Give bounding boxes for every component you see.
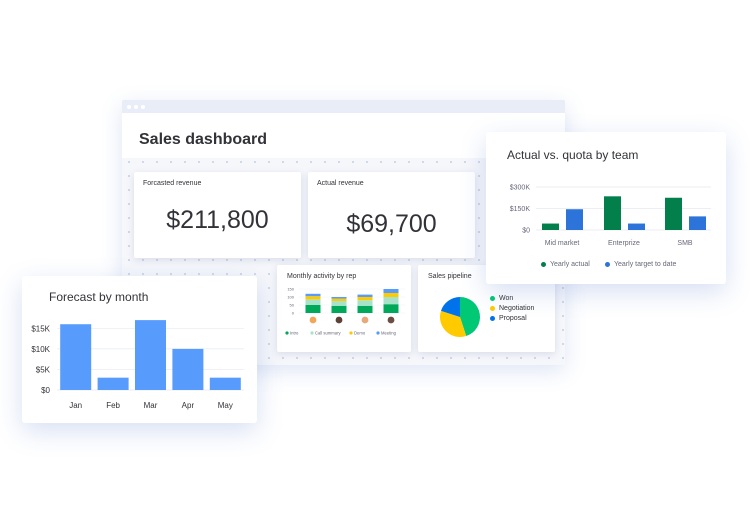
x-tick-label: May: [218, 401, 233, 410]
y-tick-label: $10K: [31, 345, 50, 354]
y-tick-label: $0: [41, 386, 50, 395]
legend-label: Call summary: [315, 331, 341, 336]
avatar: [387, 316, 395, 324]
legend-dot: [490, 316, 495, 321]
legend-label: Intro: [290, 331, 299, 336]
monthly-activity-chart: 150 100 50 0 Intro Call summary Demo Meeting: [285, 287, 405, 336]
bar-may: [209, 377, 241, 390]
legend-label: Yearly target to date: [614, 261, 677, 268]
bar-segment-intro: [331, 305, 347, 313]
legend-dot: [605, 262, 610, 267]
bar-smb-actual: [665, 197, 682, 230]
legend-dot: [490, 296, 495, 301]
legend-item-negotiation: Negotiation: [490, 305, 534, 312]
x-tick-label: Mar: [144, 401, 158, 410]
bar-segment-meeting: [383, 289, 399, 293]
kpi-label: Forcasted revenue: [143, 180, 202, 187]
page-title: Sales dashboard: [139, 131, 268, 148]
bar-segment-call-summary: [305, 299, 321, 305]
avatar: [309, 316, 317, 324]
y-tick-label: $300K: [510, 185, 531, 192]
kpi-value: $69,700: [346, 210, 437, 238]
bar-enterprize-target: [628, 223, 645, 230]
bar-segment-call-summary: [331, 301, 347, 306]
card-title: Actual vs. quota by team: [507, 148, 639, 162]
actual-vs-quota-card[interactable]: Actual vs. quota by team $300K $150K $0 Mid…: [486, 132, 726, 284]
bar-mid-market-target: [566, 209, 583, 230]
avatar: [335, 316, 343, 324]
x-tick-label: Feb: [106, 401, 120, 410]
pie-slice-won: [460, 297, 480, 337]
y-tick-label: $5K: [36, 365, 51, 374]
card-title: Monthly activity by rep: [287, 273, 357, 280]
x-tick-label: Jan: [69, 401, 82, 410]
y-tick-label: $150K: [510, 206, 531, 213]
bar-segment-demo: [383, 293, 399, 297]
forecast-by-month-card[interactable]: Forecast by month $15K $10K $5K $0 Jan Feb Mar…: [22, 276, 257, 423]
bar-segment-meeting: [331, 297, 347, 299]
legend-dot: [490, 306, 495, 311]
legend-item-yearly-target: Yearly target to date: [605, 261, 676, 268]
window-dot[interactable]: [134, 104, 138, 109]
bar-segment-meeting: [357, 294, 373, 297]
bar-segment-call-summary: [383, 297, 399, 305]
legend-label: Yearly actual: [550, 261, 590, 268]
bar-enterprize-actual: [604, 196, 621, 230]
legend-item-won: Won: [490, 295, 513, 302]
y-tick-label: 50: [290, 303, 295, 308]
monthly-activity-card[interactable]: Monthly activity by rep 150 100 50 0 Intro Ca…: [277, 265, 411, 352]
bar-smb-target: [689, 216, 706, 230]
card-title: Forecast by month: [49, 290, 149, 304]
avatar: [361, 316, 369, 324]
sales-pipeline-chart: [440, 297, 480, 337]
forecast-by-month-chart: $15K $10K $5K $0 Jan Feb Mar Apr May: [31, 320, 244, 410]
legend-dot: [285, 331, 289, 335]
bar-segment-intro: [383, 304, 399, 313]
legend-item-proposal: Proposal: [490, 315, 527, 322]
bar-segment-intro: [357, 305, 373, 313]
legend-dot: [349, 331, 353, 335]
bar-segment-meeting: [305, 293, 321, 297]
y-tick-label: $15K: [31, 324, 50, 333]
window-titlebar: [122, 100, 565, 113]
legend-label: Won: [499, 295, 514, 302]
window-dot[interactable]: [127, 104, 131, 109]
bar-segment-call-summary: [357, 300, 373, 306]
bar-mar: [135, 320, 166, 390]
y-tick-label: 150: [287, 287, 294, 292]
kpi-label: Actual revenue: [317, 180, 364, 187]
bar-feb: [97, 377, 129, 390]
legend-dot: [376, 331, 380, 335]
x-tick-label: Apr: [182, 401, 195, 410]
y-tick-label: $0: [522, 228, 530, 235]
y-tick-label: 100: [287, 295, 294, 300]
pie-slice-negotiation: [440, 310, 467, 337]
legend-label: Proposal: [499, 315, 527, 322]
kpi-value: $211,800: [166, 206, 269, 234]
actual-vs-quota-chart: $300K $150K $0 Mid market Enterprize SMB: [510, 185, 711, 247]
bar-segment-demo: [305, 296, 321, 300]
legend-label: Negotiation: [499, 305, 535, 312]
x-tick-label: Enterprize: [608, 240, 640, 247]
x-tick-label: Mid market: [545, 240, 580, 247]
bar-apr: [172, 348, 204, 390]
legend-dot: [541, 262, 546, 267]
y-tick-label: 0: [292, 311, 295, 316]
bar-mid-market-actual: [542, 223, 559, 230]
bar-jan: [60, 324, 92, 390]
kpi-card-forecasted-revenue[interactable]: Forcasted revenue $211,800: [134, 172, 301, 258]
window-dot[interactable]: [141, 104, 145, 109]
x-tick-label: SMB: [677, 240, 693, 247]
legend-item-yearly-actual: Yearly actual: [541, 261, 590, 268]
legend-label: Meeting: [381, 331, 397, 336]
bar-segment-intro: [305, 305, 321, 313]
legend-dot: [310, 331, 314, 335]
card-title: Sales pipeline: [428, 273, 472, 280]
kpi-card-actual-revenue[interactable]: Actual revenue $69,700: [308, 172, 475, 258]
bar-segment-demo: [331, 298, 347, 301]
pie-slice-proposal: [440, 297, 460, 317]
legend-label: Demo: [354, 331, 366, 336]
bar-segment-demo: [357, 297, 373, 301]
